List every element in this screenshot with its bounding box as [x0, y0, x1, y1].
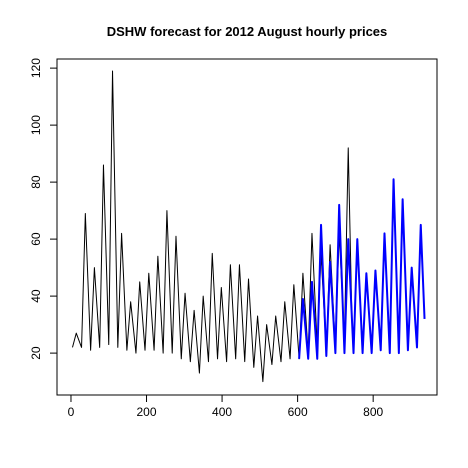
y-tick-label: 20 [29, 346, 43, 360]
series-line [72, 70, 353, 383]
y-tick-label: 60 [29, 232, 43, 246]
chart-title: DSHW forecast for 2012 August hourly pri… [107, 24, 388, 39]
series-line [298, 178, 426, 360]
x-tick-label: 200 [137, 405, 157, 419]
x-tick-label: 600 [288, 405, 308, 419]
x-tick-label: 0 [68, 405, 75, 419]
x-tick-label: 400 [212, 405, 232, 419]
y-tick-label: 40 [29, 289, 43, 303]
y-tick-label: 120 [29, 58, 43, 78]
y-tick-label: 100 [29, 115, 43, 135]
y-tick-label: 80 [29, 175, 43, 189]
x-tick-label: 800 [363, 405, 383, 419]
